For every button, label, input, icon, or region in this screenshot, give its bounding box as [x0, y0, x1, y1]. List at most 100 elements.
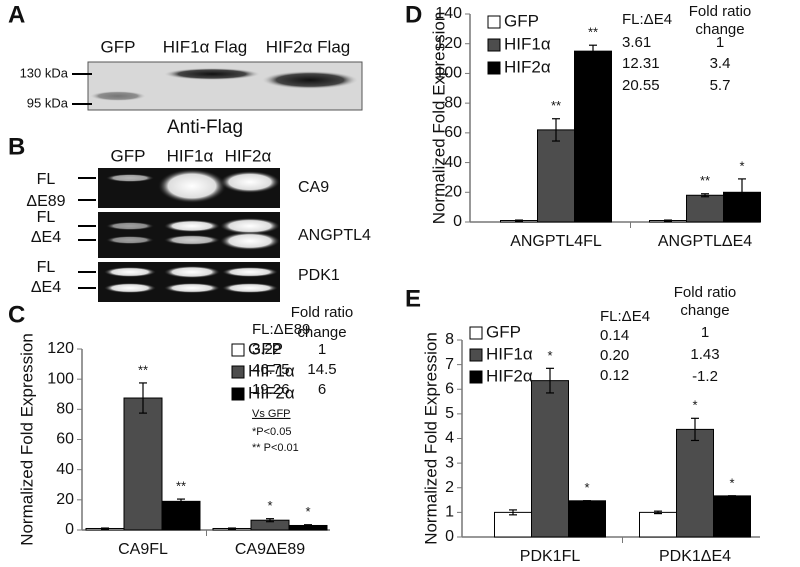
antibody-label: Anti-Flag	[167, 117, 243, 138]
band-label: ΔE4	[31, 229, 61, 246]
legend-label: GFP	[248, 339, 283, 358]
error-bar	[738, 178, 746, 207]
lane-label: HIF2α Flag	[266, 37, 350, 56]
y-tick-label: 100	[47, 370, 74, 387]
bar	[494, 511, 532, 538]
band-label: ΔE89	[26, 193, 65, 210]
table-header: FL:ΔE89	[252, 321, 310, 338]
error-bar	[139, 382, 147, 414]
band	[106, 174, 154, 182]
band-ticks	[78, 177, 96, 289]
band	[220, 218, 280, 234]
y-tick-label: 100	[435, 65, 462, 82]
bar	[123, 397, 163, 531]
x-tick-label: ANGPTL4FL	[510, 233, 602, 250]
bar	[531, 380, 569, 538]
band	[90, 91, 146, 101]
band	[164, 235, 220, 245]
panel-label: B	[8, 133, 25, 160]
table-cell: 14.5	[307, 361, 336, 378]
table-cell: 1	[318, 341, 326, 358]
y-tick-label: 20	[444, 184, 462, 201]
table-header: Fold ratio	[689, 3, 752, 20]
band	[222, 267, 278, 277]
y-tick-label: 6	[445, 380, 454, 397]
band	[262, 71, 358, 89]
table-cell: 0.20	[600, 347, 629, 364]
y-tick-label: 3	[445, 454, 454, 471]
note: ** P<0.01	[252, 442, 299, 454]
table-header: Fold ratio	[291, 304, 354, 321]
gel-label: ANGPTL4	[298, 227, 371, 244]
table-cell: 3.22	[252, 341, 281, 358]
legend-label: HIF2α	[486, 366, 533, 385]
band	[220, 232, 280, 250]
panel-label: D	[405, 1, 422, 28]
significance: *	[584, 480, 589, 495]
error-bar	[228, 527, 236, 530]
band	[220, 171, 280, 193]
y-tick-label: 60	[56, 431, 74, 448]
bar	[568, 500, 606, 538]
lane-label: HIF1α Flag	[163, 37, 247, 56]
legend-label: HIF1α	[248, 361, 295, 380]
legend-swatch	[487, 38, 501, 52]
lane-label: HIF1α	[167, 146, 214, 165]
significance: *	[729, 475, 734, 490]
marker-label: 130 kDa	[20, 65, 69, 80]
y-tick-label: 5	[445, 405, 454, 422]
y-tick-label: 120	[435, 35, 462, 52]
table-cell: 3.61	[622, 34, 651, 51]
significance: **	[700, 173, 710, 188]
bar	[713, 495, 751, 538]
y-axis-title: Normalized Fold Expression	[17, 333, 36, 546]
y-tick-label: 1	[445, 504, 454, 521]
band	[106, 222, 154, 230]
significance: *	[267, 498, 272, 513]
error-bar	[654, 510, 662, 515]
y-tick-label: 2	[445, 479, 454, 496]
table-cell: 46.75	[252, 361, 290, 378]
band-label: FL	[37, 259, 56, 276]
y-tick-label: 8	[445, 331, 454, 348]
band	[104, 267, 156, 277]
legend-swatch	[469, 348, 483, 362]
y-tick-label: 20	[56, 491, 74, 508]
table-cell: 1.43	[690, 346, 719, 363]
legend-swatch	[469, 326, 483, 340]
significance: **	[588, 25, 598, 40]
gel-label: CA9	[298, 179, 329, 196]
table-cell: 3.4	[710, 55, 731, 72]
y-tick-label: 40	[444, 154, 462, 171]
legend-swatch	[231, 343, 245, 357]
significance: *	[692, 398, 697, 413]
lane-label: GFP	[101, 37, 136, 56]
table-header: change	[680, 302, 729, 319]
band	[222, 283, 278, 293]
y-tick-label: 4	[445, 430, 454, 447]
y-tick-label: 0	[445, 528, 454, 545]
legend-swatch	[231, 387, 245, 401]
band	[164, 68, 260, 80]
table-cell: 0.12	[600, 367, 629, 384]
significance: *	[305, 504, 310, 519]
legend-swatch	[487, 61, 501, 75]
marker-label: 95 kDa	[27, 95, 69, 110]
error-bar	[266, 518, 274, 523]
panel-label: E	[405, 285, 421, 312]
table-cell: 1	[716, 34, 724, 51]
table-header: change	[297, 324, 346, 341]
band	[164, 266, 220, 278]
y-tick-label: 60	[444, 124, 462, 141]
significance: **	[176, 479, 186, 494]
error-bar	[701, 193, 709, 198]
x-tick-label: CA9ΔE89	[235, 541, 305, 558]
bar	[537, 129, 575, 223]
legend-label: GFP	[486, 322, 521, 341]
bar	[639, 511, 677, 538]
panel-label: A	[8, 1, 25, 28]
error-bar	[589, 44, 597, 58]
y-tick-label: 80	[56, 401, 74, 418]
y-tick-label: 40	[56, 461, 74, 478]
